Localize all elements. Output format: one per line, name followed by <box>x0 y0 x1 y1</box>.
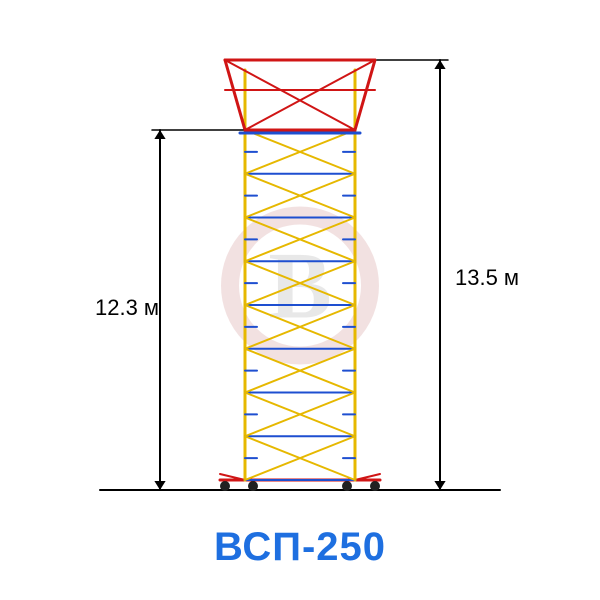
left-height-label: 12.3 м <box>95 295 159 321</box>
diagram-canvas: B 12.3 м 13.5 м ВСП-250 <box>0 0 600 600</box>
right-height-label: 13.5 м <box>455 265 519 291</box>
product-title: ВСП-250 <box>0 525 600 570</box>
tower-drawing <box>0 0 600 600</box>
